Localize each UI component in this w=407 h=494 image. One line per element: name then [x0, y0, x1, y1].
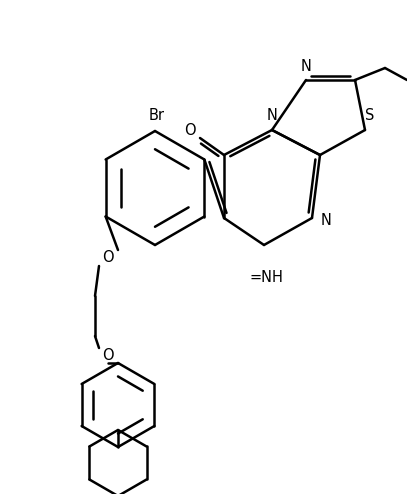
Text: O: O — [102, 347, 114, 363]
Text: N: N — [300, 58, 311, 74]
Text: N: N — [321, 212, 331, 228]
Text: S: S — [365, 108, 375, 123]
Text: Br: Br — [149, 108, 165, 123]
Text: O: O — [184, 123, 196, 137]
Text: =NH: =NH — [249, 271, 283, 286]
Text: O: O — [102, 250, 114, 265]
Text: N: N — [267, 108, 278, 123]
